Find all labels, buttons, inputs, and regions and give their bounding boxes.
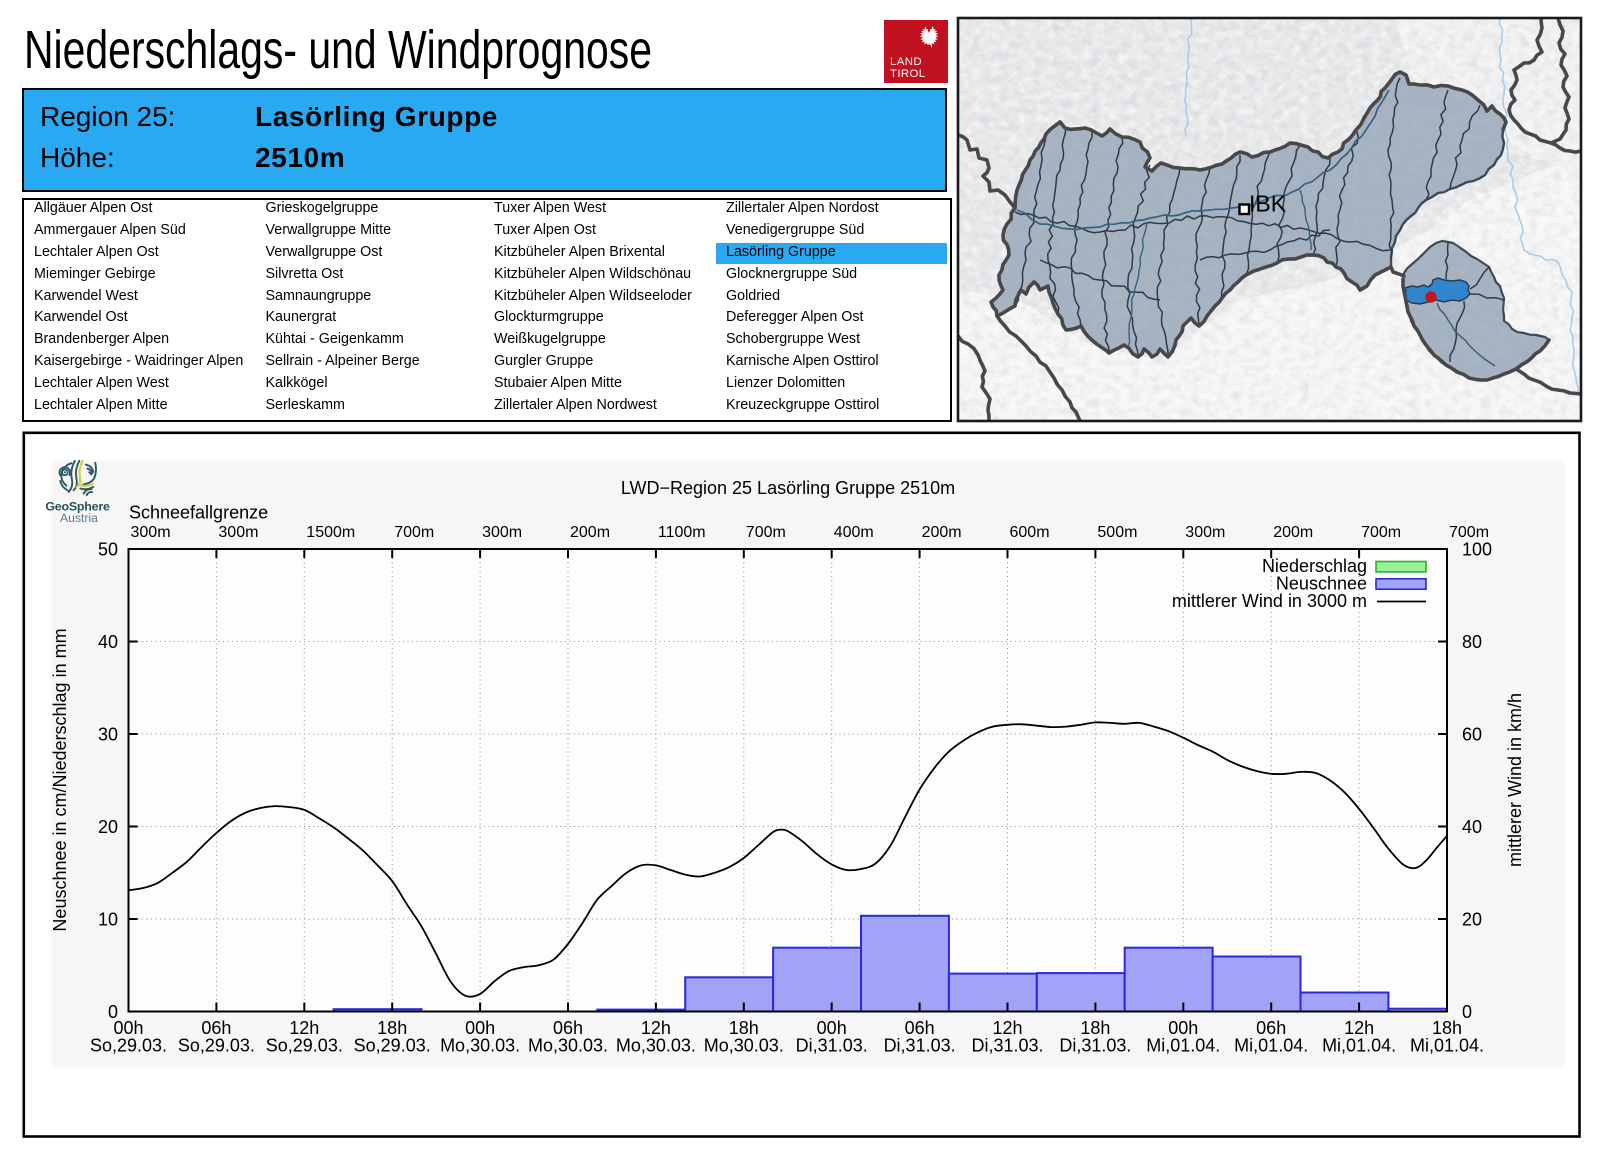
svg-text:1500m: 1500m xyxy=(306,524,355,541)
svg-text:18h: 18h xyxy=(377,1018,407,1038)
svg-text:mittlerer Wind in 3000 m: mittlerer Wind in 3000 m xyxy=(1172,591,1367,611)
svg-text:12h: 12h xyxy=(641,1018,671,1038)
svg-text:12h: 12h xyxy=(1344,1018,1374,1038)
svg-text:600m: 600m xyxy=(1010,524,1050,541)
svg-text:40: 40 xyxy=(1462,817,1482,837)
svg-text:500m: 500m xyxy=(1097,524,1137,541)
svg-text:00h: 00h xyxy=(465,1018,495,1038)
svg-text:06h: 06h xyxy=(553,1018,583,1038)
svg-text:300m: 300m xyxy=(218,524,258,541)
svg-text:300m: 300m xyxy=(482,524,522,541)
svg-text:00h: 00h xyxy=(817,1018,847,1038)
svg-text:200m: 200m xyxy=(1273,524,1313,541)
svg-text:Di,31.03.: Di,31.03. xyxy=(1059,1036,1131,1056)
svg-text:So,29.03.: So,29.03. xyxy=(178,1036,255,1056)
svg-text:Mo,30.03.: Mo,30.03. xyxy=(440,1036,520,1056)
svg-text:06h: 06h xyxy=(1256,1018,1286,1038)
svg-text:So,29.03.: So,29.03. xyxy=(266,1036,343,1056)
svg-text:400m: 400m xyxy=(834,524,874,541)
svg-text:Niederschlag: Niederschlag xyxy=(1262,556,1367,576)
svg-text:12h: 12h xyxy=(992,1018,1022,1038)
svg-text:00h: 00h xyxy=(113,1018,143,1038)
svg-text:0: 0 xyxy=(1462,1002,1472,1022)
svg-text:So,29.03.: So,29.03. xyxy=(354,1036,431,1056)
svg-text:300m: 300m xyxy=(131,524,171,541)
svg-text:Mi,01.04.: Mi,01.04. xyxy=(1234,1036,1308,1056)
svg-text:Neuschnee: Neuschnee xyxy=(1276,574,1367,594)
svg-text:60: 60 xyxy=(1462,725,1482,745)
svg-text:LWD−Region 25 Lasörling Gruppe: LWD−Region 25 Lasörling Gruppe 2510m xyxy=(621,478,955,498)
svg-text:700m: 700m xyxy=(746,524,786,541)
svg-text:1100m: 1100m xyxy=(658,524,706,541)
svg-text:Mo,30.03.: Mo,30.03. xyxy=(704,1036,784,1056)
svg-text:Mo,30.03.: Mo,30.03. xyxy=(616,1036,696,1056)
svg-text:Mi,01.04.: Mi,01.04. xyxy=(1146,1036,1220,1056)
svg-text:18h: 18h xyxy=(729,1018,759,1038)
svg-text:Di,31.03.: Di,31.03. xyxy=(971,1036,1043,1056)
svg-text:700m: 700m xyxy=(394,524,434,541)
svg-text:12h: 12h xyxy=(289,1018,319,1038)
svg-text:Mi,01.04.: Mi,01.04. xyxy=(1322,1036,1396,1056)
svg-text:Di,31.03.: Di,31.03. xyxy=(796,1036,868,1056)
svg-text:18h: 18h xyxy=(1080,1018,1110,1038)
svg-text:80: 80 xyxy=(1462,632,1482,652)
svg-text:Austria: Austria xyxy=(60,511,98,525)
svg-text:06h: 06h xyxy=(905,1018,935,1038)
svg-text:Di,31.03.: Di,31.03. xyxy=(884,1036,956,1056)
svg-text:IBK: IBK xyxy=(1249,191,1287,217)
svg-text:100: 100 xyxy=(1462,540,1492,560)
svg-text:200m: 200m xyxy=(570,524,610,541)
svg-text:50: 50 xyxy=(98,540,118,560)
svg-text:So,29.03.: So,29.03. xyxy=(90,1036,167,1056)
svg-text:20: 20 xyxy=(1462,910,1482,930)
svg-text:Mi,01.04.: Mi,01.04. xyxy=(1410,1036,1484,1056)
svg-text:GeoSphere: GeoSphere xyxy=(45,500,110,514)
svg-text:30: 30 xyxy=(98,725,118,745)
svg-text:20: 20 xyxy=(98,817,118,837)
svg-text:300m: 300m xyxy=(1185,524,1225,541)
svg-text:Mo,30.03.: Mo,30.03. xyxy=(528,1036,608,1056)
svg-text:40: 40 xyxy=(98,632,118,652)
svg-text:10: 10 xyxy=(98,910,118,930)
svg-text:Schneefallgrenze: Schneefallgrenze xyxy=(129,503,268,523)
svg-text:00h: 00h xyxy=(1168,1018,1198,1038)
svg-text:mittlerer Wind in km/h: mittlerer Wind in km/h xyxy=(1505,693,1525,867)
svg-text:700m: 700m xyxy=(1361,524,1401,541)
svg-text:18h: 18h xyxy=(1432,1018,1462,1038)
svg-text:200m: 200m xyxy=(922,524,962,541)
svg-text:700m: 700m xyxy=(1449,524,1489,541)
svg-text:Neuschnee in cm/Niederschlag i: Neuschnee in cm/Niederschlag in mm xyxy=(50,628,70,931)
svg-text:06h: 06h xyxy=(201,1018,231,1038)
svg-text:0: 0 xyxy=(108,1002,118,1022)
